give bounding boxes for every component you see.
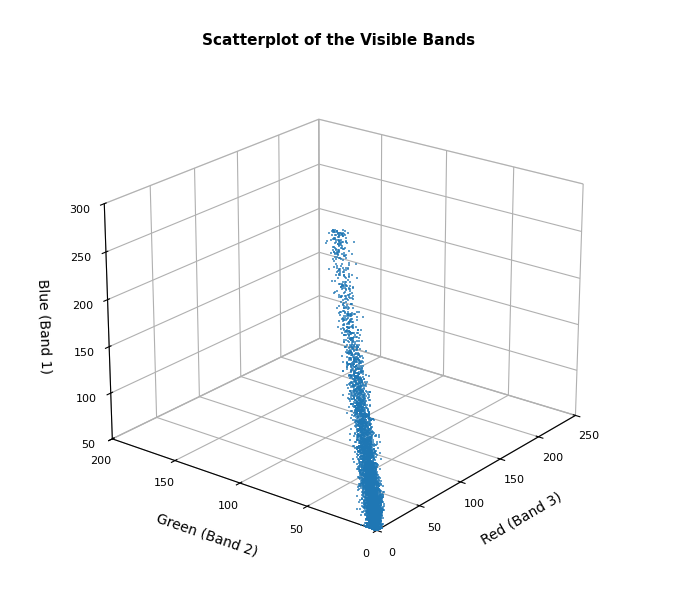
Title: Scatterplot of the Visible Bands: Scatterplot of the Visible Bands — [203, 33, 475, 48]
Y-axis label: Green (Band 2): Green (Band 2) — [155, 512, 260, 559]
X-axis label: Red (Band 3): Red (Band 3) — [479, 490, 564, 547]
